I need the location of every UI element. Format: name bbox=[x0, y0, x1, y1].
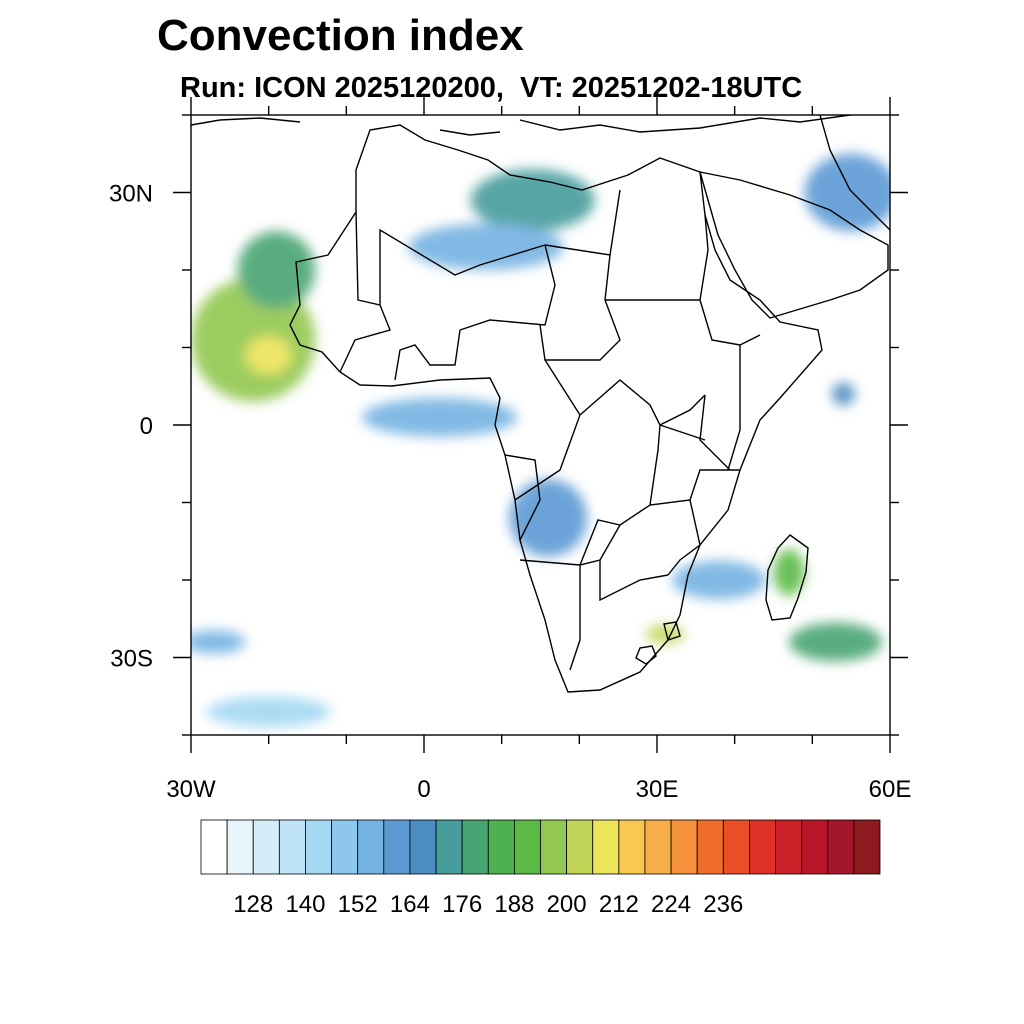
colorbar-label: 236 bbox=[703, 891, 743, 918]
convection-cell-west-africa-offshore-core bbox=[245, 335, 292, 375]
colorbar-bin bbox=[670, 819, 698, 875]
colorbar-bin bbox=[592, 819, 620, 875]
colorbar-bin bbox=[383, 819, 411, 875]
colorbar-bin bbox=[566, 819, 594, 875]
lon-label: 0 bbox=[417, 776, 430, 803]
coastlines-and-borders bbox=[191, 115, 890, 693]
convection-cell-sahara-band bbox=[408, 223, 564, 270]
convection-cell-west-africa-offshore bbox=[191, 277, 316, 402]
map-title: Convection index bbox=[157, 11, 524, 60]
colorbar-bin bbox=[853, 819, 881, 875]
colorbar-label: 176 bbox=[442, 891, 482, 918]
colorbar-bin bbox=[696, 819, 724, 875]
convection-cell-indian-ocean-spot bbox=[831, 382, 856, 406]
colorbar-bin bbox=[331, 819, 359, 875]
convection-cell-southeast-africa-storm bbox=[645, 624, 685, 644]
colorbar-bin bbox=[513, 819, 541, 875]
lat-label: 30S bbox=[110, 646, 153, 673]
axis-ticks bbox=[173, 97, 908, 753]
convection-cell-angola-zambia bbox=[509, 479, 588, 557]
lon-label: 30E bbox=[636, 776, 679, 803]
arabia-outline bbox=[699, 171, 889, 319]
colorbar-bin bbox=[226, 819, 254, 875]
lesotho-swaziland bbox=[635, 621, 681, 665]
madagascar-outline bbox=[765, 534, 809, 621]
lon-label: 30W bbox=[166, 776, 216, 803]
colorbar-label: 140 bbox=[285, 891, 325, 918]
colorbar-bin bbox=[305, 819, 332, 875]
lat-label: 30N bbox=[109, 181, 153, 208]
colorbar-bin bbox=[357, 819, 385, 875]
map-subtitle: Run: ICON 2025120200, VT: 20251202-18UTC bbox=[180, 72, 803, 104]
colorbar-label: 152 bbox=[338, 891, 378, 918]
colorbar-bin bbox=[278, 819, 306, 875]
lat-label: 0 bbox=[140, 413, 153, 440]
colorbar-bin bbox=[435, 819, 463, 875]
colorbar-label: 188 bbox=[494, 891, 534, 918]
sahel-borders bbox=[339, 189, 761, 671]
colorbar-bin bbox=[722, 819, 750, 875]
convection-cell-southeast-band bbox=[789, 622, 883, 662]
colorbar-bin bbox=[252, 819, 280, 875]
convection-cell-mozambique-channel-band bbox=[672, 560, 766, 600]
colorbar-bin bbox=[487, 819, 515, 875]
colorbar-bin bbox=[801, 819, 829, 875]
colorbar-label: 200 bbox=[547, 891, 587, 918]
colorbar-bin bbox=[775, 819, 803, 875]
convection-field-layer bbox=[191, 153, 890, 728]
convection-cell-south-atlantic-streak bbox=[206, 696, 331, 728]
colorbar-bin bbox=[409, 819, 437, 875]
convection-cell-south-atlantic-southwest bbox=[191, 630, 246, 654]
colorbar-bin bbox=[200, 819, 228, 875]
colorbar-bin bbox=[644, 819, 672, 875]
colorbar-bin bbox=[749, 819, 776, 875]
colorbar-labels: 128 140 152 164 176 188 200 212 224 236 bbox=[233, 891, 743, 918]
colorbar bbox=[200, 819, 881, 875]
iran-outline bbox=[819, 115, 890, 231]
colorbar-bin bbox=[461, 819, 489, 875]
lon-label: 60E bbox=[869, 776, 912, 803]
colorbar-bin bbox=[827, 819, 855, 875]
convection-cell-madagascar bbox=[773, 549, 805, 596]
convection-cell-gulf-of-guinea bbox=[361, 397, 518, 437]
colorbar-bin bbox=[618, 819, 646, 875]
colorbar-bin bbox=[540, 819, 568, 875]
colorbar-label: 212 bbox=[599, 891, 639, 918]
colorbar-label: 128 bbox=[233, 891, 273, 918]
europe-coast bbox=[191, 115, 851, 136]
axis-labels: 30W 0 30E 60E 30N 0 30S bbox=[109, 181, 911, 804]
colorbar-label: 164 bbox=[390, 891, 430, 918]
convection-cell-canary-basin bbox=[237, 231, 316, 309]
africa-coastline bbox=[289, 124, 823, 693]
convection-cell-arabia-iran bbox=[804, 153, 890, 232]
colorbar-label: 224 bbox=[651, 891, 691, 918]
